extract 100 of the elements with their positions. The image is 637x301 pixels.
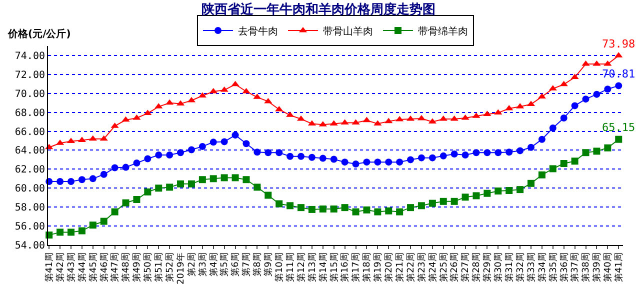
data-label: 70.81	[602, 68, 636, 81]
point	[133, 196, 140, 204]
x-tick-label: 第13周	[306, 252, 318, 282]
point	[89, 222, 96, 229]
point	[604, 144, 612, 152]
x-tick-label: 第26周	[449, 252, 460, 282]
point	[254, 148, 261, 156]
point	[352, 119, 360, 125]
point	[472, 149, 480, 156]
point	[122, 164, 130, 171]
point	[604, 86, 612, 93]
x-tick-label: 第25周	[438, 252, 450, 282]
point	[88, 135, 97, 141]
point	[78, 136, 86, 142]
y-axis-title: 价格(元/公斤)	[7, 28, 71, 40]
point	[396, 158, 404, 166]
point	[166, 151, 174, 158]
point	[78, 176, 86, 184]
point	[494, 109, 502, 115]
point	[264, 149, 272, 156]
x-tick-label: 第52周	[164, 252, 176, 282]
point	[122, 199, 130, 206]
point	[396, 116, 404, 122]
x-tick-label: 第11周	[284, 252, 296, 282]
x-tick-label: 第27周	[460, 252, 472, 282]
point	[56, 228, 64, 236]
point	[450, 115, 458, 121]
point	[78, 227, 86, 234]
y-tick-label: 70.00	[14, 88, 45, 100]
point	[242, 88, 250, 94]
x-tick-label: 第6周	[230, 252, 242, 276]
x-tick-label: 第51周	[154, 252, 165, 282]
point	[188, 180, 195, 188]
point	[560, 114, 568, 122]
x-tick-label: 第9周	[263, 252, 274, 276]
point	[528, 180, 534, 187]
point	[418, 202, 425, 210]
y-tick-label: 66.00	[14, 126, 45, 138]
point	[374, 158, 382, 166]
x-tick-label: 第23周	[416, 252, 428, 282]
x-tick-label: 第12周	[296, 252, 307, 282]
point	[276, 200, 283, 208]
point	[450, 198, 458, 205]
point	[166, 99, 174, 105]
x-tick-label: 第15周	[328, 252, 340, 282]
point	[330, 205, 338, 212]
point	[341, 204, 348, 212]
x-tick-label: 第18周	[362, 252, 373, 282]
point	[384, 118, 393, 124]
x-tick-label: 第5周	[219, 252, 230, 276]
point	[362, 116, 371, 122]
x-tick-label: 第20周	[384, 252, 395, 282]
x-tick-label: 第44周	[76, 252, 88, 282]
point	[462, 194, 469, 201]
x-tick-label: 第41周	[44, 252, 56, 282]
x-tick-label: 第35周	[548, 252, 559, 282]
x-tick-label: 第30周	[493, 252, 504, 282]
point	[374, 208, 382, 216]
x-tick-label: 第45周	[88, 252, 99, 282]
point	[298, 152, 304, 160]
point	[516, 186, 524, 194]
point	[56, 178, 64, 186]
point	[100, 170, 108, 178]
x-tick-label: 第17周	[350, 252, 362, 282]
point	[144, 155, 152, 162]
x-tick-label: 第41周	[614, 252, 625, 282]
point	[319, 205, 326, 212]
point	[494, 187, 502, 194]
x-tick-label: 第36周	[558, 252, 570, 282]
x-tick-label: 第32周	[514, 252, 526, 282]
x-tick-label: 第10周	[274, 252, 286, 282]
point	[198, 142, 206, 150]
legend-label: 去骨牛肉	[238, 25, 278, 38]
point	[232, 132, 239, 139]
point	[264, 192, 272, 199]
x-tick-label: 第22周	[405, 252, 416, 282]
y-tick-label: 62.00	[14, 164, 45, 176]
point	[68, 228, 74, 236]
x-tick-label: 第48周	[120, 252, 132, 282]
x-tick-label: 第42周	[54, 252, 66, 282]
point	[549, 124, 556, 132]
point	[538, 136, 546, 143]
point	[593, 148, 600, 155]
x-tick-label: 第4周	[208, 252, 220, 276]
x-tick-label: 第24周	[427, 252, 438, 282]
point	[264, 98, 272, 104]
x-tick-label: 第28周	[471, 252, 482, 282]
point	[231, 80, 240, 86]
y-tick-label: 54.00	[14, 240, 45, 252]
x-tick-label: 第37周	[570, 252, 581, 282]
point	[396, 208, 404, 216]
point	[506, 187, 513, 194]
y-tick-label: 64.00	[14, 146, 45, 157]
point	[582, 96, 590, 103]
point	[188, 146, 195, 154]
point	[538, 171, 546, 178]
point	[276, 149, 283, 156]
x-tick-label: 第39周	[592, 252, 603, 282]
legend-label: 带骨山羊肉	[323, 25, 373, 38]
point	[319, 154, 326, 162]
